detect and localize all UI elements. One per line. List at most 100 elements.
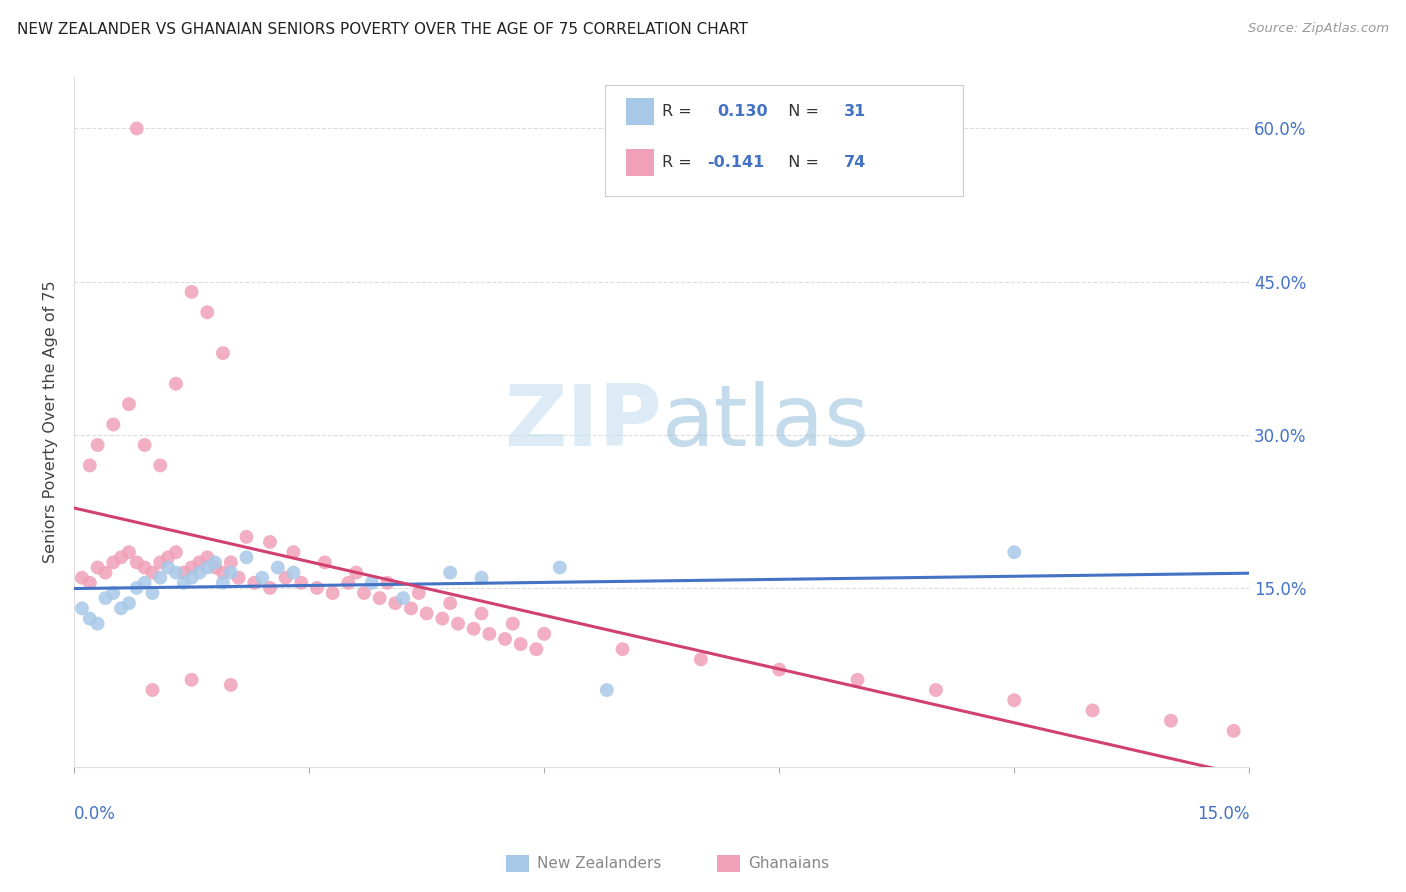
Point: [141, 586, 163, 600]
Point: [157, 550, 180, 565]
Point: [305, 581, 328, 595]
Point: [235, 530, 257, 544]
Point: [1002, 545, 1025, 559]
Point: [235, 550, 257, 565]
Point: [149, 571, 172, 585]
Point: [228, 571, 250, 585]
Point: [180, 285, 202, 299]
Point: [79, 575, 101, 590]
Text: -0.141: -0.141: [707, 155, 765, 169]
Point: [134, 560, 156, 574]
Point: [188, 566, 211, 580]
Point: [180, 560, 202, 574]
Text: 0.0%: 0.0%: [75, 805, 115, 823]
Point: [470, 571, 492, 585]
Point: [1160, 714, 1182, 728]
Point: [259, 581, 281, 595]
Point: [768, 663, 790, 677]
Point: [165, 566, 187, 580]
Point: [86, 616, 108, 631]
Point: [360, 575, 382, 590]
Point: [204, 555, 226, 569]
Point: [439, 566, 461, 580]
Point: [141, 566, 163, 580]
Text: New Zealanders: New Zealanders: [537, 856, 661, 871]
Text: 0.130: 0.130: [717, 104, 768, 119]
Point: [180, 673, 202, 687]
Point: [392, 591, 415, 606]
Point: [195, 305, 218, 319]
Text: R =: R =: [662, 155, 697, 169]
Point: [1002, 693, 1025, 707]
Point: [219, 678, 242, 692]
Point: [447, 616, 470, 631]
Point: [195, 560, 218, 574]
Text: 15.0%: 15.0%: [1197, 805, 1250, 823]
Point: [612, 642, 634, 657]
Point: [509, 637, 531, 651]
Y-axis label: Seniors Poverty Over the Age of 75: Seniors Poverty Over the Age of 75: [44, 281, 58, 564]
Point: [70, 601, 93, 615]
Point: [384, 596, 406, 610]
Point: [478, 627, 501, 641]
Text: N =: N =: [778, 155, 824, 169]
Point: [103, 417, 125, 432]
Point: [408, 586, 430, 600]
Point: [79, 458, 101, 473]
Point: [110, 550, 132, 565]
Point: [470, 607, 492, 621]
Point: [524, 642, 547, 657]
Text: ZIP: ZIP: [503, 381, 662, 464]
Point: [94, 566, 117, 580]
Point: [103, 586, 125, 600]
Point: [94, 591, 117, 606]
Point: [502, 616, 524, 631]
Point: [439, 596, 461, 610]
Point: [173, 575, 195, 590]
Point: [134, 438, 156, 452]
Point: [86, 560, 108, 574]
Text: atlas: atlas: [662, 381, 870, 464]
Point: [548, 560, 571, 574]
Point: [415, 607, 437, 621]
Point: [1081, 703, 1104, 717]
Text: R =: R =: [662, 104, 697, 119]
Point: [533, 627, 555, 641]
Point: [180, 571, 202, 585]
Point: [212, 575, 235, 590]
Point: [110, 601, 132, 615]
Point: [103, 555, 125, 569]
Point: [165, 545, 187, 559]
Point: [149, 555, 172, 569]
Point: [283, 566, 305, 580]
Point: [463, 622, 485, 636]
Point: [344, 566, 367, 580]
Point: [149, 458, 172, 473]
Point: [368, 591, 391, 606]
Point: [267, 560, 290, 574]
Text: 31: 31: [844, 104, 866, 119]
Point: [157, 560, 180, 574]
Point: [283, 545, 305, 559]
Point: [337, 575, 360, 590]
Point: [118, 596, 141, 610]
Point: [689, 652, 711, 666]
Point: [125, 555, 148, 569]
Text: NEW ZEALANDER VS GHANAIAN SENIORS POVERTY OVER THE AGE OF 75 CORRELATION CHART: NEW ZEALANDER VS GHANAIAN SENIORS POVERT…: [17, 22, 748, 37]
Point: [596, 683, 619, 698]
Point: [353, 586, 375, 600]
Point: [70, 571, 93, 585]
Point: [204, 560, 226, 574]
Text: Source: ZipAtlas.com: Source: ZipAtlas.com: [1249, 22, 1389, 36]
Point: [274, 571, 297, 585]
Text: 74: 74: [844, 155, 866, 169]
Point: [125, 121, 148, 136]
Point: [1222, 723, 1244, 738]
Point: [125, 581, 148, 595]
Point: [86, 438, 108, 452]
Point: [219, 555, 242, 569]
Point: [212, 566, 235, 580]
Point: [322, 586, 344, 600]
Point: [494, 632, 516, 646]
Text: Ghanaians: Ghanaians: [748, 856, 830, 871]
